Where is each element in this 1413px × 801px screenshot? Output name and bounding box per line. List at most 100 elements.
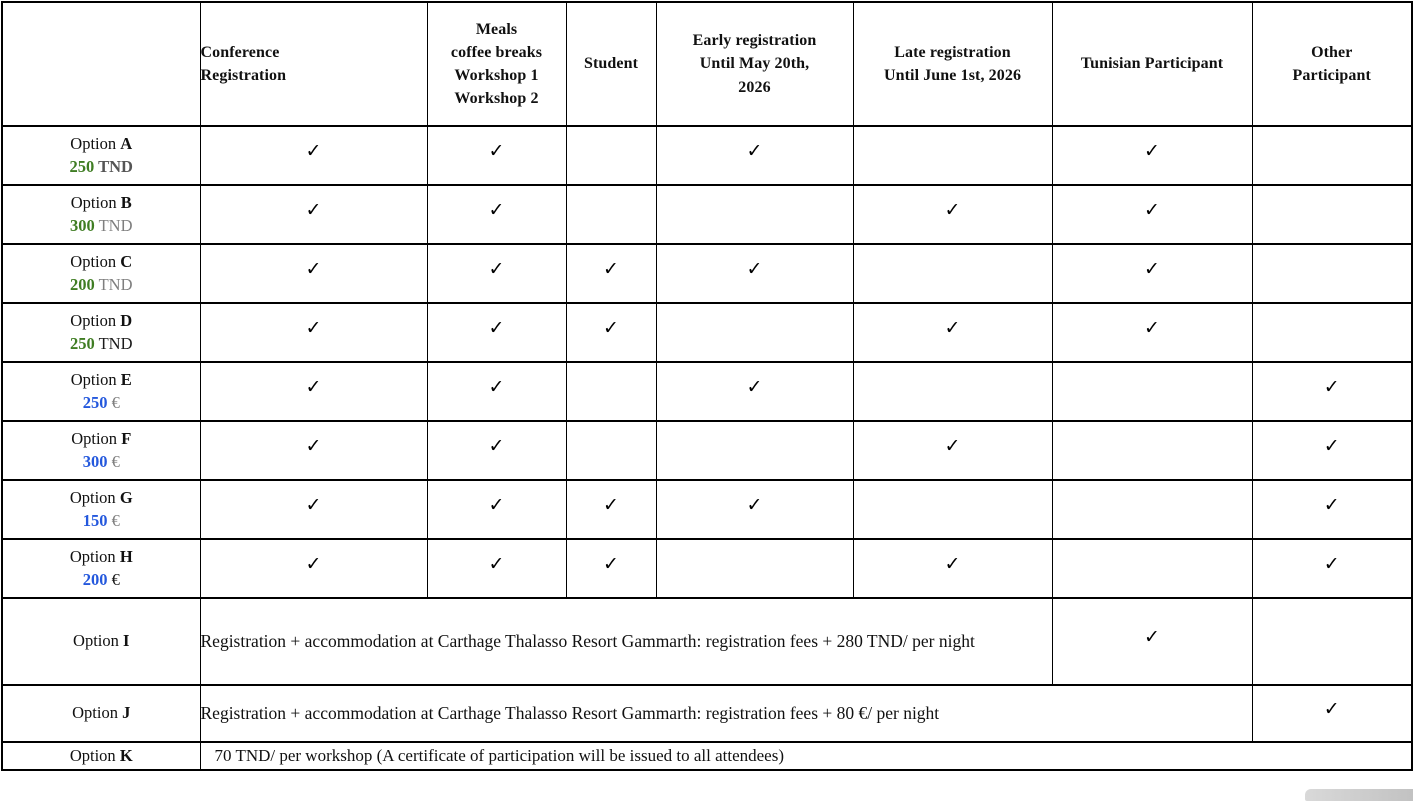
check-icon: ✓ bbox=[1144, 139, 1160, 162]
option-name: Option I bbox=[3, 630, 199, 652]
option-description-text: Registration + accommodation at Carthage… bbox=[200, 631, 975, 652]
option-label-cell: Option E 250 € bbox=[1, 361, 201, 422]
option-letter: E bbox=[120, 370, 132, 390]
option-label-cell: Option G 150 € bbox=[1, 479, 201, 540]
empty-cell-student bbox=[565, 184, 657, 245]
option-name: Option G bbox=[3, 487, 199, 509]
option-row-H: Option H 200 € ✓ ✓ ✓ ✓ ✓ bbox=[1, 538, 1413, 599]
check-cell-meals_workshops: ✓ bbox=[426, 479, 567, 540]
check-icon: ✓ bbox=[1144, 625, 1160, 648]
option-description-cell: Registration + accommodation at Carthage… bbox=[199, 684, 1253, 743]
check-icon: ✓ bbox=[488, 257, 505, 280]
option-description-cell: Registration + accommodation at Carthage… bbox=[199, 597, 1053, 686]
option-row-I: Option I Registration + accommodation at … bbox=[1, 597, 1413, 686]
check-cell-conference_registration: ✓ bbox=[199, 420, 428, 481]
option-letter: B bbox=[120, 193, 132, 213]
empty-cell-other_participant bbox=[1251, 302, 1413, 363]
empty-cell-student bbox=[565, 361, 657, 422]
option-price: 150 € bbox=[3, 510, 199, 532]
option-label-cell: Option H 200 € bbox=[1, 538, 201, 599]
check-icon: ✓ bbox=[746, 375, 763, 398]
check-cell-tunisian_participant: ✓ bbox=[1051, 184, 1253, 245]
check-cell-early_registration: ✓ bbox=[655, 361, 854, 422]
check-icon: ✓ bbox=[488, 316, 505, 339]
price-currency: TND bbox=[94, 215, 133, 235]
option-word: Option bbox=[70, 193, 121, 213]
option-row-D: Option D 250 TND ✓ ✓ ✓ ✓ ✓ bbox=[1, 302, 1413, 363]
price-amount: 300 bbox=[82, 451, 108, 471]
option-word: Option bbox=[70, 252, 121, 272]
check-cell-early_registration: ✓ bbox=[655, 243, 854, 304]
header-cell-tunisian-participant: Tunisian Participant bbox=[1051, 1, 1253, 127]
price-currency: TND bbox=[94, 274, 133, 294]
option-label-cell: Option B 300 TND bbox=[1, 184, 201, 245]
option-price: 250 TND bbox=[3, 156, 199, 178]
check-icon: ✓ bbox=[488, 493, 505, 516]
option-label-cell: Option A 250 TND bbox=[1, 125, 201, 186]
option-price: 200 TND bbox=[3, 274, 199, 296]
option-row-K: Option K 70 TND/ per workshop (A certific… bbox=[1, 741, 1413, 771]
option-letter: I bbox=[123, 631, 130, 651]
option-row-C: Option C 200 TND ✓ ✓ ✓ ✓ ✓ bbox=[1, 243, 1413, 304]
check-cell-conference_registration: ✓ bbox=[199, 538, 428, 599]
option-label-cell: Option J bbox=[1, 684, 201, 743]
empty-cell-late_registration bbox=[852, 125, 1053, 186]
check-cell-late_registration: ✓ bbox=[852, 538, 1053, 599]
check-cell-student: ✓ bbox=[565, 479, 657, 540]
price-currency: TND bbox=[94, 333, 133, 353]
option-name: Option H bbox=[3, 546, 199, 568]
option-price: 300 € bbox=[3, 451, 199, 473]
price-currency: € bbox=[107, 451, 120, 471]
check-icon: ✓ bbox=[305, 493, 322, 516]
check-cell-meals_workshops: ✓ bbox=[426, 302, 567, 363]
check-cell-conference_registration: ✓ bbox=[199, 184, 428, 245]
check-cell-meals_workshops: ✓ bbox=[426, 184, 567, 245]
check-cell-tunisian_participant: ✓ bbox=[1051, 125, 1253, 186]
check-cell-meals_workshops: ✓ bbox=[426, 243, 567, 304]
check-cell-student: ✓ bbox=[565, 538, 657, 599]
check-cell-late_registration: ✓ bbox=[852, 420, 1053, 481]
check-icon: ✓ bbox=[746, 257, 763, 280]
option-name: Option K bbox=[3, 745, 199, 767]
option-letter: D bbox=[120, 311, 133, 331]
price-amount: 300 bbox=[70, 215, 95, 235]
price-currency: € bbox=[107, 569, 120, 589]
option-word: Option bbox=[70, 370, 121, 390]
option-name: Option E bbox=[3, 369, 199, 391]
option-name: Option C bbox=[3, 251, 199, 273]
option-name: Option F bbox=[3, 428, 199, 450]
check-icon: ✓ bbox=[488, 375, 505, 398]
check-icon: ✓ bbox=[305, 198, 322, 221]
empty-cell-tunisian_participant bbox=[1051, 361, 1253, 422]
check-icon: ✓ bbox=[488, 198, 505, 221]
check-cell-meals_workshops: ✓ bbox=[426, 538, 567, 599]
check-cell-conference_registration: ✓ bbox=[199, 361, 428, 422]
empty-cell-late_registration bbox=[852, 361, 1053, 422]
option-description-text: Registration + accommodation at Carthage… bbox=[200, 703, 940, 724]
screenshot-corner-artifact bbox=[1305, 789, 1413, 801]
check-cell-tunisian_participant: ✓ bbox=[1051, 597, 1253, 686]
check-icon: ✓ bbox=[944, 552, 961, 575]
price-amount: 150 bbox=[82, 510, 108, 530]
header-cell-conference-registration: Conference Registration bbox=[199, 1, 428, 127]
check-icon: ✓ bbox=[603, 493, 619, 516]
check-icon: ✓ bbox=[1144, 198, 1160, 221]
header-cell-empty bbox=[1, 1, 201, 127]
option-price: 200 € bbox=[3, 569, 199, 591]
check-icon: ✓ bbox=[305, 139, 322, 162]
option-name: Option J bbox=[3, 702, 199, 724]
check-icon: ✓ bbox=[944, 316, 961, 339]
option-letter: K bbox=[119, 745, 133, 765]
price-amount: 200 bbox=[70, 274, 95, 294]
check-cell-conference_registration: ✓ bbox=[199, 125, 428, 186]
empty-cell-student bbox=[565, 125, 657, 186]
check-cell-conference_registration: ✓ bbox=[199, 302, 428, 363]
check-icon: ✓ bbox=[1323, 434, 1340, 457]
option-price: 250 € bbox=[3, 392, 199, 414]
check-cell-meals_workshops: ✓ bbox=[426, 420, 567, 481]
empty-cell-other_participant bbox=[1251, 597, 1413, 686]
price-amount: 250 bbox=[70, 333, 95, 353]
check-cell-conference_registration: ✓ bbox=[199, 243, 428, 304]
option-word: Option bbox=[69, 488, 120, 508]
